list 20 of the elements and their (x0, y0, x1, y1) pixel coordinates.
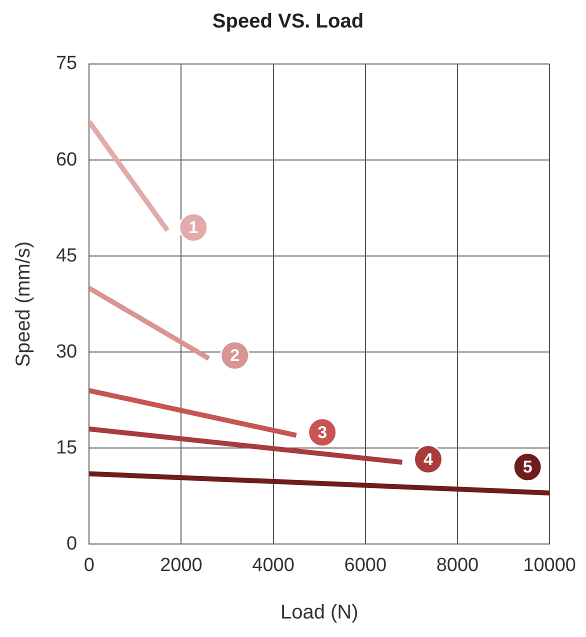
series-label: 5 (522, 458, 532, 477)
y-tick-label: 0 (66, 533, 78, 554)
y-tick-label: 30 (56, 341, 78, 362)
chart-title: Speed VS. Load (212, 10, 364, 33)
y-axis-title: Speed (mm/s) (12, 241, 35, 367)
x-tick-label: 6000 (344, 554, 387, 576)
series-label: 2 (230, 346, 240, 366)
x-tick-label: 8000 (436, 554, 479, 576)
x-tick-label: 0 (84, 554, 94, 576)
x-tick-label: 10000 (523, 554, 576, 576)
x-tick-label: 2000 (160, 554, 202, 576)
x-tick-label: 4000 (252, 554, 294, 576)
y-tick-label: 60 (56, 149, 78, 170)
x-axis-title: Load (N) (280, 602, 358, 624)
series-label: 3 (318, 423, 328, 442)
series-label: 4 (424, 450, 434, 469)
series-label: 1 (188, 218, 198, 238)
y-tick-label: 45 (56, 245, 78, 266)
y-tick-label: 15 (56, 437, 78, 458)
y-tick-label: 75 (56, 53, 78, 74)
